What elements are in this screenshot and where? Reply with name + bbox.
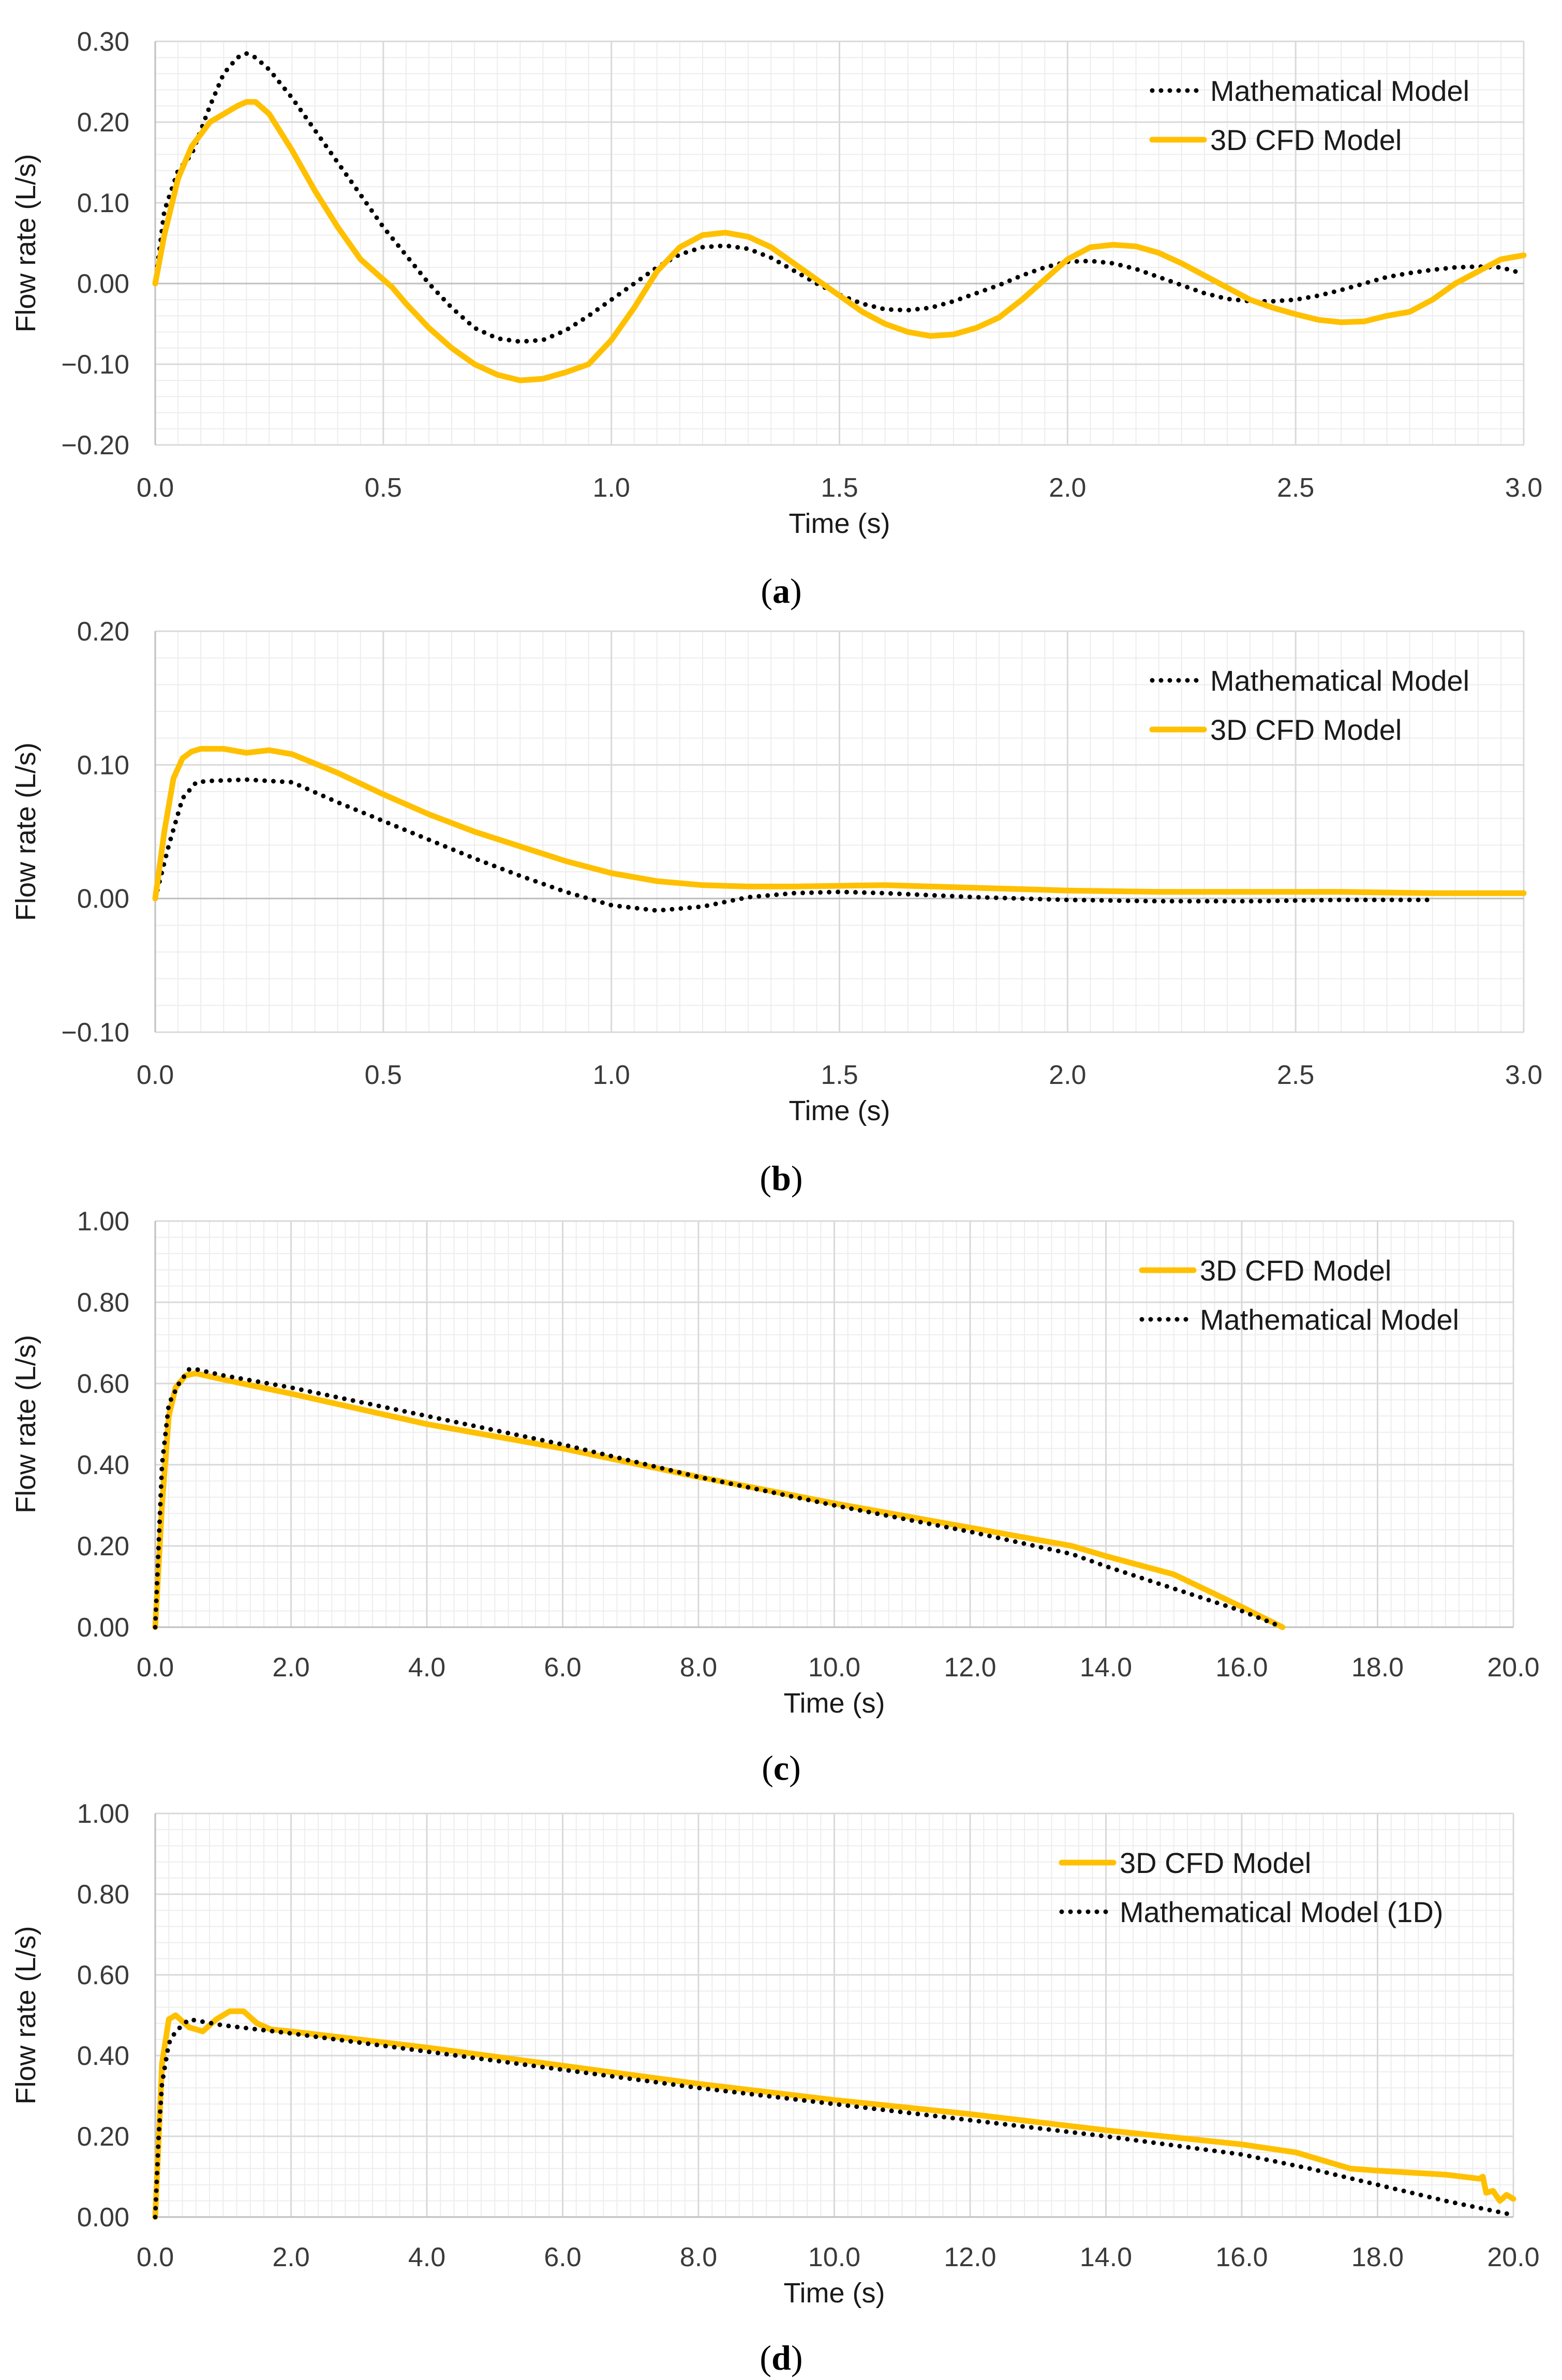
x-tick-label: 6.0 [544, 2242, 581, 2272]
y-tick-label: 0.60 [77, 1369, 129, 1399]
legend-label: 3D CFD Model [1120, 1847, 1311, 1879]
x-tick-label: 2.0 [272, 2242, 309, 2272]
x-tick-label: 6.0 [544, 1653, 581, 1683]
x-tick-label: 2.0 [272, 1653, 309, 1683]
legend-label: Mathematical Model [1200, 1303, 1459, 1336]
x-tick-label: 2.5 [1277, 1060, 1314, 1090]
x-tick-label: 10.0 [808, 1653, 860, 1683]
x-tick-label: 16.0 [1215, 1653, 1268, 1683]
y-tick-label: 1.00 [77, 1207, 129, 1237]
x-tick-label: 2.0 [1049, 1060, 1086, 1090]
y-tick-label: 0.20 [77, 2122, 129, 2152]
y-tick-label: −0.10 [61, 1018, 129, 1048]
y-tick-label: 0.00 [77, 2203, 129, 2233]
x-tick-label: 0.0 [137, 1653, 174, 1683]
y-tick-label: 0.00 [77, 884, 129, 914]
y-tick-label: 0.20 [77, 108, 129, 138]
y-axis-label: Flow rate (L/s) [10, 1926, 41, 2104]
x-axis-label: Time (s) [784, 2278, 885, 2309]
panel-caption: (a) [761, 571, 801, 611]
x-tick-label: 4.0 [408, 1653, 445, 1683]
chart-panel-d: 0.0 2.0 4.0 6.0 8.0 10.0 12.0 14.0 16.0 18.0 20.0 0… [10, 1799, 1540, 2377]
x-tick-label: 16.0 [1215, 2242, 1268, 2272]
x-tick-label: 20.0 [1487, 1653, 1539, 1683]
y-tick-label: −0.20 [61, 430, 129, 460]
x-tick-label: 2.0 [1049, 473, 1086, 503]
x-tick-label: 3.0 [1505, 473, 1542, 503]
x-axis-label: Time (s) [789, 508, 890, 539]
y-tick-label: 0.80 [77, 1880, 129, 1910]
x-tick-label: 18.0 [1351, 1653, 1404, 1683]
panel-caption: (c) [762, 1748, 801, 1788]
x-tick-label: 18.0 [1351, 2242, 1404, 2272]
y-tick-label: 0.00 [77, 1613, 129, 1643]
series-line-cfd-model [152, 2008, 1516, 2220]
series-line-cfd-model [152, 1370, 1286, 1630]
y-tick-label: 0.10 [77, 188, 129, 218]
series-line-mathematical-model [153, 2017, 1516, 2220]
x-tick-label: 14.0 [1080, 2242, 1132, 2272]
y-axis-label: Flow rate (L/s) [10, 154, 41, 332]
y-axis-label: Flow rate (L/s) [10, 1335, 41, 1513]
legend-label: 3D CFD Model [1210, 713, 1402, 746]
x-tick-label: 1.0 [593, 1060, 630, 1090]
x-tick-label: 10.0 [808, 2242, 860, 2272]
legend-label: 3D CFD Model [1210, 124, 1402, 156]
y-tick-label: 0.00 [77, 269, 129, 299]
x-tick-label: 14.0 [1080, 1653, 1132, 1683]
x-tick-label: 1.5 [821, 473, 858, 503]
chart-panel-a: 0.0 0.5 1.0 1.5 2.0 2.5 3.0 −0.20 −0.10 0.00 0.10 0… [10, 27, 1542, 611]
x-tick-label: 8.0 [680, 2242, 717, 2272]
panel-caption: (d) [760, 2338, 802, 2377]
legend-label: Mathematical Model (1D) [1120, 1896, 1444, 1928]
y-tick-label: 0.20 [77, 617, 129, 647]
x-tick-label: 12.0 [944, 2242, 996, 2272]
y-tick-label: 0.40 [77, 1450, 129, 1480]
x-tick-label: 1.0 [593, 473, 630, 503]
x-axis-label: Time (s) [789, 1095, 890, 1126]
x-tick-label: 0.5 [365, 1060, 402, 1090]
x-tick-label: 3.0 [1505, 1060, 1542, 1090]
chart-panel-c: 0.0 2.0 4.0 6.0 8.0 10.0 12.0 14.0 16.0 18.0 20.0 0… [10, 1207, 1540, 1788]
x-tick-label: 2.5 [1277, 473, 1314, 503]
x-tick-label: 0.0 [137, 1060, 174, 1090]
x-tick-label: 4.0 [408, 2242, 445, 2272]
panel-caption: (b) [760, 1158, 802, 1198]
y-axis-label: Flow rate (L/s) [10, 742, 41, 921]
x-tick-label: 8.0 [680, 1653, 717, 1683]
x-tick-label: 0.5 [365, 473, 402, 503]
x-tick-label: 0.0 [137, 2242, 174, 2272]
y-tick-label: 1.00 [77, 1799, 129, 1829]
y-tick-label: 0.60 [77, 1960, 129, 1990]
y-tick-label: 0.10 [77, 750, 129, 780]
y-tick-label: −0.10 [61, 350, 129, 380]
legend-label: Mathematical Model [1210, 75, 1469, 107]
x-tick-label: 20.0 [1487, 2242, 1539, 2272]
x-tick-label: 1.5 [821, 1060, 858, 1090]
y-tick-label: 0.30 [77, 27, 129, 57]
series-line-mathematical-model [153, 51, 1526, 344]
y-tick-label: 0.80 [77, 1288, 129, 1318]
x-tick-label: 0.0 [137, 473, 174, 503]
x-tick-label: 12.0 [944, 1653, 996, 1683]
y-tick-label: 0.20 [77, 1531, 129, 1561]
series-line-mathematical-model [153, 1367, 1285, 1630]
y-tick-label: 0.40 [77, 2041, 129, 2071]
series-line-cfd-model [152, 99, 1527, 383]
x-axis-label: Time (s) [784, 1688, 885, 1719]
chart-panel-b: 0.0 0.5 1.0 1.5 2.0 2.5 3.0 −0.10 0.00 0.10 0.20 Ma… [10, 617, 1542, 1198]
legend-label: 3D CFD Model [1200, 1254, 1391, 1287]
legend-label: Mathematical Model [1210, 664, 1469, 697]
series-line-cfd-model [152, 746, 1527, 902]
